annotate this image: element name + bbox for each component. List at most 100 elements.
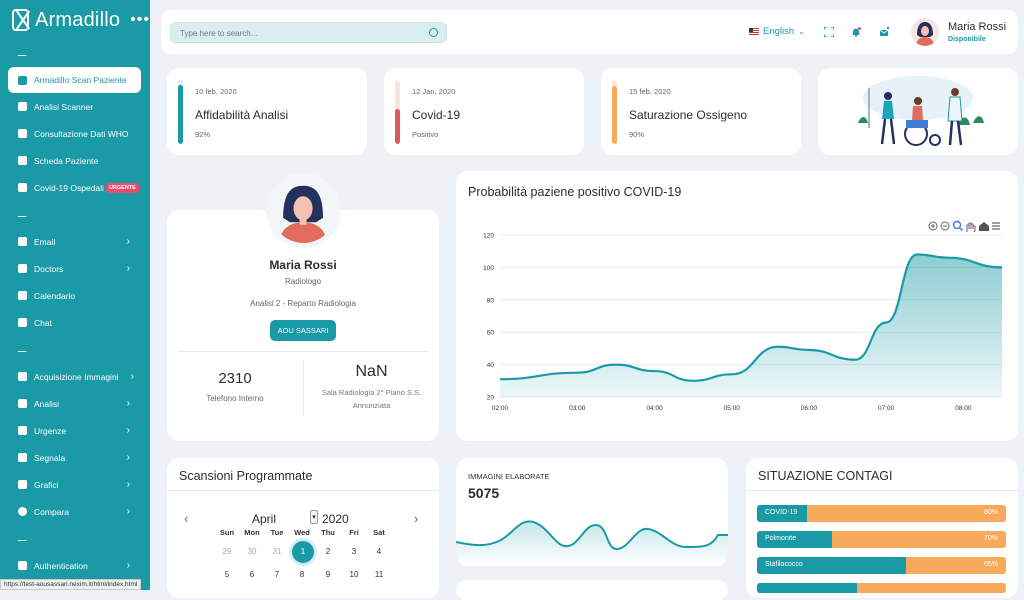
sidebar-item-label: Chat — [34, 318, 52, 328]
calendar-day[interactable]: 31 — [265, 547, 289, 556]
month-select[interactable]: April — [252, 512, 276, 526]
sidebar-item-doctors[interactable]: Doctors› — [0, 255, 150, 282]
app-logo[interactable]: Armadillo ••• — [0, 0, 150, 40]
sidebar-item-authentication[interactable]: Authentication › — [0, 552, 150, 579]
sidebar-item-compara[interactable]: Compara› — [0, 498, 150, 525]
sidebar-item-analisi[interactable]: Analisi› — [0, 390, 150, 417]
profile-card: Maria Rossi Radiologo Analisi 2 - Repart… — [167, 210, 439, 441]
sidebar-item-calendario[interactable]: Calendario — [0, 282, 150, 309]
sidebar-item-label: Segnala — [34, 453, 65, 463]
year-select[interactable]: 2020 — [322, 512, 349, 526]
stat-value: 90% — [629, 130, 644, 139]
room-label: Sala Radiologia 2° Piano S.S. Annunziata — [309, 386, 434, 412]
chevron-right-icon: › — [127, 560, 130, 571]
calendar-card: Scansioni Programmate ‹ April ▾ 2020 › S… — [167, 458, 439, 598]
calendar-day[interactable]: 10 — [342, 570, 366, 579]
weekday-label: Sat — [367, 528, 391, 537]
prev-month-button[interactable]: ‹ — [184, 511, 188, 526]
calendar-day[interactable]: 6 — [240, 570, 264, 579]
sidebar-item-label: Acquisizione Immagini — [34, 372, 119, 382]
calendar-day[interactable]: 7 — [265, 570, 289, 579]
y-tick-label: 60 — [487, 330, 495, 337]
progress-bar — [395, 80, 400, 144]
menu-dots-icon[interactable]: ••• — [130, 11, 150, 29]
calendar-icon — [18, 291, 27, 300]
us-flag-icon — [749, 28, 759, 35]
images-sparkline — [456, 513, 728, 566]
chevron-down-icon[interactable]: ▾ — [310, 510, 318, 524]
chevron-right-icon: › — [127, 263, 130, 274]
weekday-label: Mon — [240, 528, 264, 537]
weekday-label: Thu — [316, 528, 340, 537]
profile-avatar — [266, 173, 341, 248]
sidebar-item-armadillo-scan[interactable]: Armadillo Scan Paziente — [8, 67, 141, 93]
bell-icon[interactable] — [851, 27, 861, 37]
situation-title: SITUAZIONE CONTAGI — [758, 469, 893, 483]
search-input[interactable]: Type here to search... — [170, 22, 447, 43]
calendar-day[interactable]: 8 — [290, 570, 314, 579]
chevron-right-icon: › — [131, 371, 134, 382]
sidebar-item-acquisizione[interactable]: Acquisizione Immagini › — [0, 363, 150, 390]
language-selector[interactable]: English ⌄ — [749, 26, 805, 37]
progress-bar — [178, 80, 183, 144]
sidebar-item-who[interactable]: Consultazione Dati WHO — [0, 120, 150, 147]
calendar-week: 5 6 7 8 9 10 11 — [167, 570, 439, 584]
sidebar-item-label: Grafici — [34, 480, 59, 490]
sidebar-item-analisi-scanner[interactable]: Analisi Scanner — [0, 93, 150, 120]
calendar-day[interactable]: 11 — [367, 570, 391, 579]
language-label: English — [763, 26, 794, 37]
calendar-day-selected[interactable]: 1 — [292, 541, 314, 563]
sidebar-item-segnala[interactable]: Segnala› — [0, 444, 150, 471]
area-fill — [500, 254, 1002, 397]
sidebar-item-chat[interactable]: Chat — [0, 309, 150, 336]
calendar-day[interactable]: 29 — [215, 547, 239, 556]
situation-bar-fill — [757, 583, 857, 593]
stat-card-saturazione: 15 feb, 2020 Saturazione Ossigeno 90% — [601, 68, 801, 155]
calendar-day[interactable]: 30 — [240, 547, 264, 556]
calendar-day[interactable]: 4 — [367, 547, 391, 556]
sidebar-item-grafici[interactable]: Grafici› — [0, 471, 150, 498]
divider — [167, 490, 439, 491]
sidebar-item-label: Authentication — [34, 561, 88, 571]
x-tick-label: 06:00 — [801, 405, 818, 412]
sidebar-item-urgenze[interactable]: Urgenze› — [0, 417, 150, 444]
weekday-label: Fri — [342, 528, 366, 537]
top-bar: Type here to search... English ⌄ Maria R… — [161, 10, 1018, 54]
calendar-day[interactable]: 5 — [215, 570, 239, 579]
calendar-day[interactable]: 2 — [316, 547, 340, 556]
sidebar-item-label: Analisi — [34, 399, 59, 409]
search-icon[interactable] — [429, 28, 438, 37]
sidebar-item-label: Covid-19 Ospedali — [34, 183, 104, 193]
x-tick-label: 02:00 — [492, 405, 509, 412]
weekday-row: Sun Mon Tue Wed Thu Fri Sat — [167, 528, 439, 542]
calendar-week: 29 30 31 1 2 3 4 — [167, 547, 439, 561]
app-title: Armadillo — [35, 9, 120, 32]
chevron-down-icon: ⌄ — [798, 27, 805, 36]
user-icon — [18, 183, 27, 192]
fullscreen-icon[interactable] — [824, 27, 834, 37]
sidebar-item-email[interactable]: Email› — [0, 228, 150, 255]
chevron-right-icon: › — [127, 506, 130, 517]
next-month-button[interactable]: › — [414, 511, 418, 526]
stat-title: Affidabilità Analisi — [195, 108, 288, 122]
aou-sassari-button[interactable]: AOU SASSARI — [270, 320, 336, 341]
images-label: IMMAGINI ELABORATE — [468, 472, 550, 481]
progress-bar — [612, 80, 617, 144]
calendar-day[interactable]: 3 — [342, 547, 366, 556]
x-tick-label: 04:00 — [646, 405, 663, 412]
sidebar-divider — [0, 40, 150, 67]
table-icon — [18, 453, 27, 462]
calendar-day[interactable]: 9 — [316, 570, 340, 579]
doctor-icon — [18, 264, 27, 273]
user-avatar[interactable] — [911, 18, 939, 46]
copy-icon — [18, 399, 27, 408]
sidebar-item-scheda-paziente[interactable]: Scheda Paziente — [0, 147, 150, 174]
weekday-label: Tue — [265, 528, 289, 537]
inbox-icon[interactable] — [879, 27, 889, 37]
user-name[interactable]: Maria Rossi — [948, 21, 1006, 33]
y-tick-label: 20 — [487, 395, 495, 402]
stat-value: Positivo — [412, 130, 438, 139]
